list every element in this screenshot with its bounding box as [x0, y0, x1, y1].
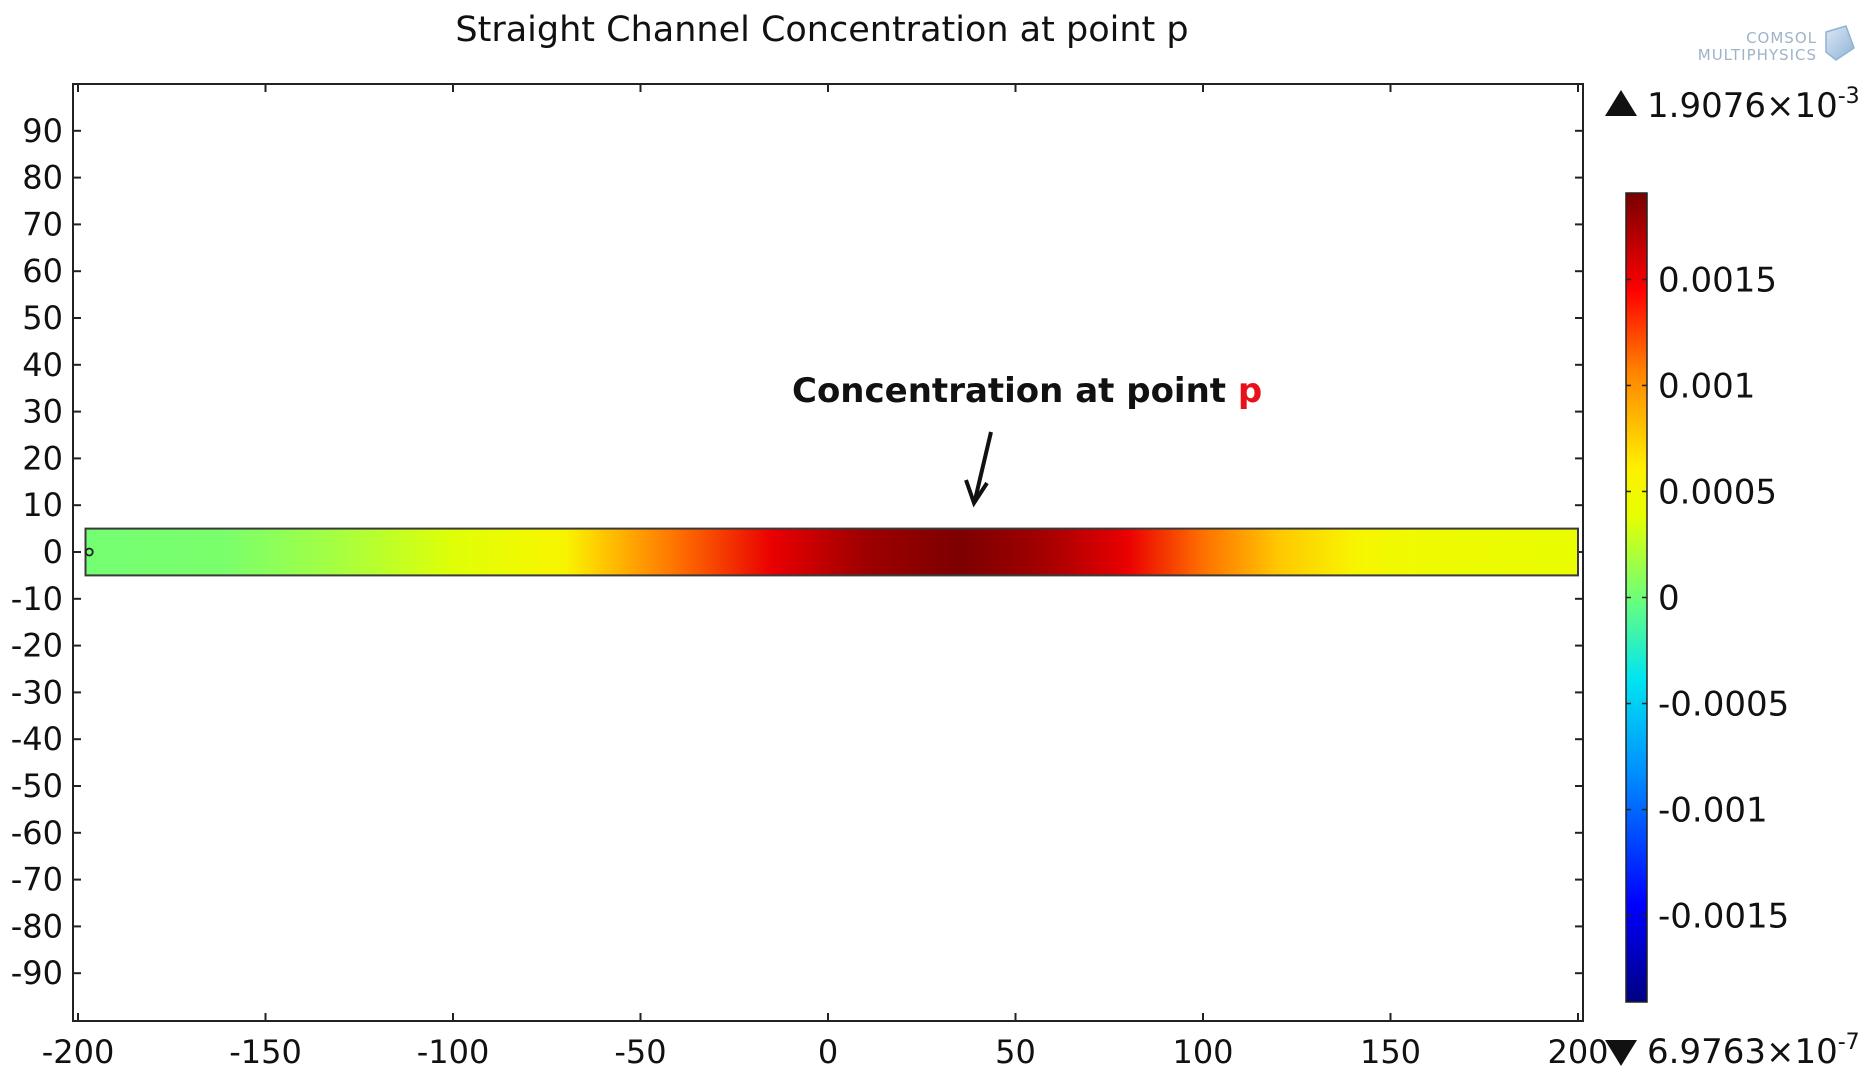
probe-point-marker	[84, 547, 94, 557]
y-tick-label: 0	[43, 533, 63, 571]
colorbar-max-label: 1.9076×10-3	[1647, 84, 1860, 126]
x-tick-label: -100	[417, 1033, 490, 1071]
annotation-highlight: p	[1238, 371, 1262, 411]
x-axis-ticks	[77, 84, 1579, 1021]
logo-cube-icon	[1825, 25, 1855, 61]
colorbar: 1.9076×10-3 0.0015 0.001 0.0005 0 -0.0005 -0.…	[1605, 84, 1860, 1072]
logo-line1: COMSOL	[1746, 29, 1817, 47]
y-tick-label: -50	[11, 767, 63, 805]
x-tick-label: 0	[818, 1033, 838, 1071]
y-tick-label: -80	[11, 907, 63, 945]
y-axis-tick-labels: 90 80 70 60 50 40 30 20 10 0 -10 -20 -30 -40 -50 -60 -70…	[11, 112, 63, 992]
colorbar-min-label: 6.9763×10-7	[1647, 1030, 1860, 1072]
colorbar-tick-label: 0.0015	[1658, 260, 1777, 300]
y-tick-label: -20	[11, 627, 63, 665]
x-tick-label: -50	[614, 1033, 666, 1071]
y-tick-label: 10	[22, 486, 63, 524]
colorbar-tick-label: 0	[1658, 579, 1680, 619]
colorbar-ticks: 0.0015 0.001 0.0005 0 -0.0005 -0.001 -0.0015	[1626, 260, 1789, 937]
comsol-logo: COMSOL MULTIPHYSICS	[1698, 25, 1855, 64]
annotation-text: Concentration at point p	[792, 371, 1262, 411]
x-tick-label: -150	[229, 1033, 302, 1071]
y-tick-label: 50	[22, 299, 63, 337]
x-tick-label: 100	[1172, 1033, 1233, 1071]
annotation-label: Concentration at point	[792, 371, 1238, 411]
max-triangle-icon	[1605, 90, 1637, 116]
y-tick-label: 60	[22, 252, 63, 290]
annotation-arrow	[964, 431, 993, 508]
colorbar-tick-label: -0.0005	[1658, 685, 1789, 725]
y-tick-label: -10	[11, 580, 63, 618]
y-tick-label: -70	[11, 861, 63, 899]
logo-line2: MULTIPHYSICS	[1698, 46, 1817, 64]
y-tick-label: 90	[22, 112, 63, 150]
x-axis-tick-labels: -200 -150 -100 -50 0 50 100 150 200	[42, 1033, 1609, 1071]
y-tick-label: -60	[11, 814, 63, 852]
y-tick-label: -30	[11, 673, 63, 711]
x-tick-label: 50	[995, 1033, 1036, 1071]
y-tick-label: -40	[11, 720, 63, 758]
min-triangle-icon	[1605, 1040, 1637, 1066]
y-tick-label: 80	[22, 159, 63, 197]
chart-title: Straight Channel Concentration at point …	[455, 10, 1188, 50]
y-tick-label: -90	[11, 954, 63, 992]
colorbar-tick-label: 0.001	[1658, 366, 1755, 406]
x-tick-label: 200	[1547, 1033, 1608, 1071]
y-tick-label: 20	[22, 439, 63, 477]
x-tick-label: -200	[42, 1033, 115, 1071]
channel-field	[84, 527, 1579, 577]
colorbar-tick-label: -0.001	[1658, 791, 1768, 831]
colorbar-tick-label: -0.0015	[1658, 897, 1789, 937]
y-tick-label: 30	[22, 393, 63, 431]
x-tick-label: 150	[1360, 1033, 1421, 1071]
colorbar-tick-label: 0.0005	[1658, 472, 1777, 512]
y-axis-ticks	[73, 129, 1583, 975]
y-tick-label: 40	[22, 346, 63, 384]
y-tick-label: 70	[22, 205, 63, 243]
